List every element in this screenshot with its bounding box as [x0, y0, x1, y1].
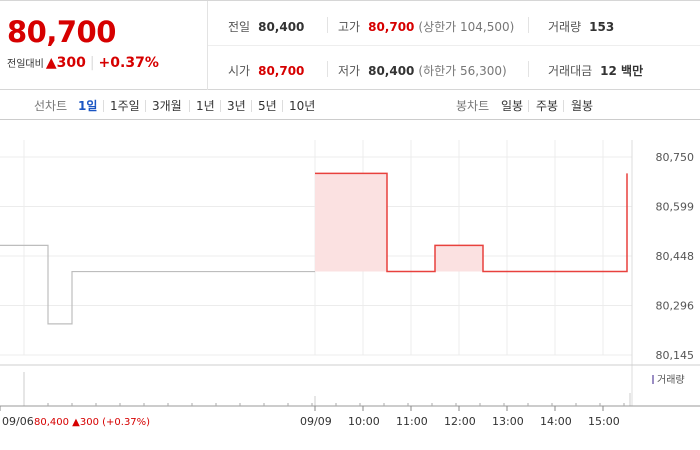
y-tick-label: 80,750 [656, 151, 695, 164]
tab-divider [528, 100, 529, 112]
low-stat: 저가 80,400 (하한가 56,300) [338, 62, 507, 79]
tab-daily[interactable]: 일봉 [501, 99, 524, 113]
tab-monthly[interactable]: 월봉 [571, 99, 594, 113]
x-tick-label: 13:00 [492, 415, 524, 428]
tab-divider [220, 100, 221, 112]
amount-label: 거래대금 [548, 64, 593, 78]
prev-close-stat: 전일 80,400 [228, 18, 304, 35]
tab-divider [251, 100, 252, 112]
prev-close-readout: 80,400 ▲300 (+0.37%) [34, 417, 150, 428]
price-line [315, 172, 628, 273]
tab-weekly[interactable]: 주봉 [536, 99, 559, 113]
x-tick-label: 09/06 [2, 415, 34, 428]
y-tick-label: 80,145 [656, 349, 695, 362]
open-stat: 시가 80,700 [228, 62, 304, 79]
tab-1d[interactable]: 1일 [78, 99, 98, 113]
tab-5y[interactable]: 5년 [258, 99, 277, 113]
stats-divider [208, 45, 700, 46]
volume-stat: 거래량 153 [548, 18, 614, 35]
tab-3y[interactable]: 3년 [227, 99, 246, 113]
y-tick-label: 80,296 [656, 300, 695, 313]
x-tick-label: 10:00 [348, 415, 380, 428]
y-tick-label: 80,599 [656, 201, 695, 214]
x-tick-label: 14:00 [540, 415, 572, 428]
stat-divider [528, 61, 529, 77]
open-label: 시가 [228, 64, 251, 78]
high-value: 80,700 [368, 20, 415, 34]
tab-1w[interactable]: 1주일 [110, 99, 140, 113]
change-label: 전일대비 [7, 59, 44, 70]
tab-divider [103, 100, 104, 112]
upper-limit: (상한가 104,500) [418, 20, 515, 34]
low-label: 저가 [338, 64, 361, 78]
change-divider: | [89, 55, 95, 71]
tab-divider [189, 100, 190, 112]
x-tick-label: 15:00 [588, 415, 620, 428]
tab-1y[interactable]: 1년 [196, 99, 215, 113]
change-value: 300 [56, 55, 86, 71]
volume-legend-swatch [652, 375, 654, 384]
stat-divider [528, 17, 529, 33]
stat-divider [327, 17, 328, 33]
chart-period-tabs: 선차트 1일 1주일 3개월 1년 3년 5년 10년 봉차트 일봉 주봉 월봉 [0, 90, 700, 120]
x-tick-label: 12:00 [444, 415, 476, 428]
price-summary: 80,700 전일대비 ▲300 | +0.37% 전일 80,400 고가 80,700… [0, 0, 700, 90]
price-area-fill [315, 173, 627, 272]
amount-stat: 거래대금 12 백만 [548, 62, 643, 79]
y-tick-label: 80,448 [656, 250, 695, 263]
lower-limit: (하한가 56,300) [418, 64, 507, 78]
line-chart-label: 선차트 [34, 99, 68, 113]
volume-label: 거래량 [548, 20, 582, 34]
tab-divider [145, 100, 146, 112]
tab-divider [282, 100, 283, 112]
price-change: 전일대비 ▲300 | +0.37% [7, 55, 159, 71]
open-value: 80,700 [258, 64, 305, 78]
high-stat: 고가 80,700 (상한가 104,500) [338, 18, 514, 35]
current-price-box: 80,700 전일대비 ▲300 | +0.37% [0, 1, 208, 90]
x-tick-label: 09/09 [300, 415, 332, 428]
prev-day-line [0, 244, 315, 325]
tab-10y[interactable]: 10년 [289, 99, 316, 113]
volume-value: 153 [589, 20, 615, 34]
x-tick-label: 11:00 [396, 415, 428, 428]
stat-divider [327, 61, 328, 77]
volume-legend-label: 거래량 [657, 374, 685, 386]
candle-chart-label: 봉차트 [456, 99, 490, 113]
tab-divider [563, 100, 564, 112]
tab-3m[interactable]: 3개월 [152, 99, 182, 113]
current-price: 80,700 [7, 15, 116, 49]
prev-close-value: 80,400 [258, 20, 305, 34]
high-label: 고가 [338, 20, 361, 34]
low-value: 80,400 [368, 64, 415, 78]
up-arrow-icon: ▲ [45, 55, 57, 71]
prev-close-label: 전일 [228, 20, 251, 34]
change-rate: +0.37% [98, 55, 159, 71]
amount-value: 12 백만 [600, 64, 644, 78]
